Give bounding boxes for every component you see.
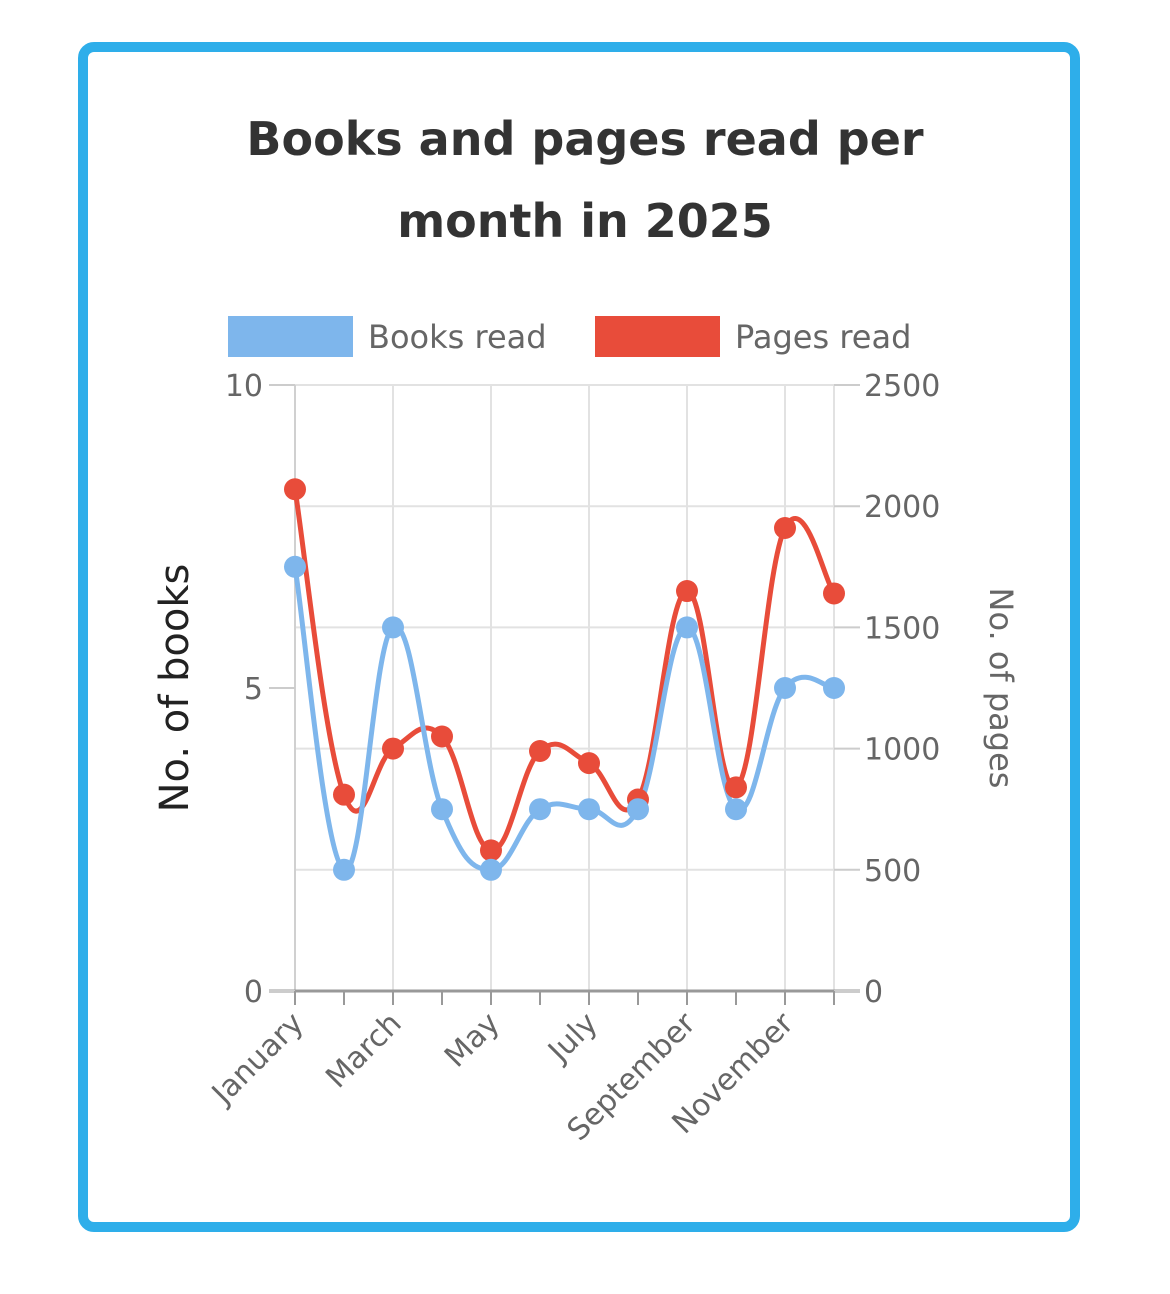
series-line-pages [292,488,837,853]
y-tick-label: 5 [244,672,263,707]
y2-axis-title: No. of pages [982,588,1020,789]
y2-tick-label: 1000 [864,733,940,768]
data-point-pages[interactable] [676,580,698,603]
y-tick-label: 0 [244,975,263,1010]
data-point-pages[interactable] [480,839,502,862]
x-tick-label: March [319,1006,408,1095]
data-point-pages[interactable] [529,740,551,763]
data-point-pages[interactable] [431,725,453,748]
data-point-books[interactable] [627,798,649,821]
data-point-books[interactable] [480,858,502,881]
series-layer [284,478,845,881]
legend-pages-label[interactable]: Pages read [735,318,911,356]
y2-tick-label: 500 [864,854,921,889]
y2-tick-label: 2500 [864,369,940,404]
legend-pages-swatch [595,316,720,357]
y2-tick-label: 0 [864,975,883,1010]
y-axis-title: No. of books [152,564,198,813]
chart-title-line-1: Books and pages read per [246,112,924,166]
y2-tick-label: 1500 [864,611,940,646]
data-point-pages[interactable] [774,517,796,540]
axes: 0 5 10 0 500 1000 1500 2000 2500 January March May J… [204,369,940,1148]
x-tick-label: July [540,1006,604,1070]
x-tick-label: May [438,1006,507,1075]
chart-title-line-2: month in 2025 [397,194,773,248]
data-point-pages[interactable] [333,783,355,806]
data-point-books[interactable] [578,798,600,821]
chart-card [78,42,1080,1232]
data-point-books[interactable] [823,677,845,699]
data-point-books[interactable] [333,858,355,881]
legend-books-label[interactable]: Books read [368,318,547,356]
legend: Books read Pages read [228,316,911,357]
data-point-books[interactable] [431,798,453,821]
data-point-books[interactable] [774,677,796,699]
x-tick-label: January [204,1006,311,1113]
data-point-books[interactable] [529,798,551,821]
data-point-books[interactable] [284,555,306,578]
data-point-pages[interactable] [284,478,306,501]
data-point-pages[interactable] [578,752,600,775]
legend-books-swatch [228,316,353,357]
data-point-books[interactable] [382,616,404,639]
data-point-books[interactable] [676,616,698,639]
y-tick-label: 10 [225,369,263,404]
data-point-pages[interactable] [382,737,404,760]
data-point-pages[interactable] [823,582,845,605]
y2-tick-label: 2000 [864,490,940,525]
data-point-pages[interactable] [725,776,747,799]
data-point-books[interactable] [725,798,747,821]
